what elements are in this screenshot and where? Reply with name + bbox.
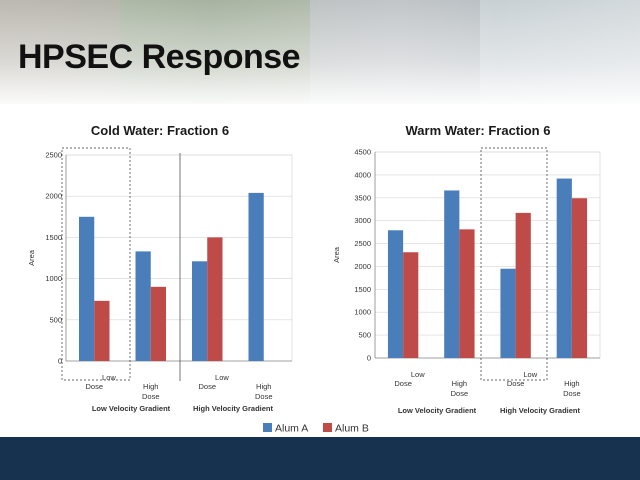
bar-alum-a: [387, 230, 404, 358]
bar-alum-a: [191, 261, 208, 361]
bar-alum-a: [556, 178, 572, 358]
y-tick-label: 4500: [354, 148, 371, 157]
legend-label: Alum A: [275, 423, 308, 435]
y-tick-label: 1500: [354, 285, 371, 294]
y-tick-label: 3000: [354, 216, 371, 225]
chart-title: Warm Water: Fraction 6: [406, 123, 551, 138]
x-tick-label: High: [452, 379, 467, 388]
legend-label: Alum B: [335, 423, 369, 435]
legend: Alum A Alum B: [263, 423, 369, 435]
x-tick-label: Dose: [85, 382, 103, 391]
bar-alum-a: [500, 268, 516, 358]
y-tick-label: 2500: [45, 151, 62, 160]
x-tick-label: Low: [102, 373, 116, 382]
bar-alum-a: [444, 190, 460, 358]
y-tick-label: 500: [358, 331, 371, 340]
bar-alum-b: [207, 237, 223, 361]
y-tick-label: 0: [58, 357, 62, 366]
bar-alum-b: [459, 229, 475, 358]
header-photo-banner: [0, 0, 640, 104]
group-label: Low Velocity Gradient: [398, 406, 477, 415]
y-tick-label: 2000: [354, 262, 371, 271]
y-tick-label: 1000: [354, 308, 371, 317]
bar-alum-a: [248, 192, 264, 361]
y-tick-label: 2500: [354, 239, 371, 248]
bar-alum-b: [403, 252, 419, 358]
x-tick-label: Dose: [507, 379, 525, 388]
y-tick-label: 4000: [354, 170, 371, 179]
x-tick-label: Low: [215, 373, 229, 382]
legend-swatch: [263, 423, 272, 432]
y-axis-title: Area: [332, 246, 341, 263]
y-tick-label: 2000: [45, 192, 62, 201]
legend-swatch: [323, 423, 332, 432]
bar-alum-b: [94, 300, 110, 361]
x-tick-label: Dose: [198, 382, 216, 391]
x-tick-label: Dose: [142, 392, 160, 401]
chart-warm-water: 050010001500200025003000350040004500LowD…: [332, 123, 601, 415]
y-tick-label: 500: [49, 315, 62, 324]
group-label: Low Velocity Gradient: [92, 404, 171, 413]
x-tick-label: Dose: [255, 392, 273, 401]
y-axis-title: Area: [27, 249, 36, 266]
bar-alum-b: [515, 212, 531, 358]
x-tick-label: Dose: [563, 389, 581, 398]
slide-title: HPSEC Response: [18, 38, 301, 76]
x-tick-label: Low: [411, 370, 425, 379]
group-label: High Velocity Gradient: [500, 406, 581, 415]
y-tick-label: 0: [367, 354, 371, 363]
x-tick-label: Low: [523, 370, 537, 379]
chart-title: Cold Water: Fraction 6: [91, 123, 229, 138]
y-tick-label: 1500: [45, 233, 62, 242]
x-tick-label: High: [564, 379, 579, 388]
highlight-box: [480, 147, 548, 381]
bar-alum-a: [78, 216, 95, 361]
bar-alum-b: [150, 286, 167, 361]
x-tick-label: Dose: [451, 389, 469, 398]
group-label: High Velocity Gradient: [193, 404, 274, 413]
y-tick-label: 3500: [354, 193, 371, 202]
bar-alum-b: [571, 198, 588, 358]
banner-fade-overlay: [0, 0, 640, 104]
y-tick-label: 1000: [45, 274, 62, 283]
x-tick-label: High: [143, 382, 158, 391]
footer-bar: [0, 437, 640, 480]
x-tick-label: High: [256, 382, 271, 391]
bar-alum-a: [135, 251, 151, 361]
highlight-box: [61, 147, 131, 381]
x-tick-label: Dose: [394, 379, 412, 388]
